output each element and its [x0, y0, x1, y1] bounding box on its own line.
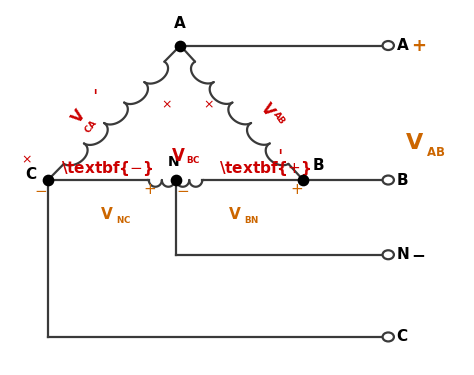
- Text: A: A: [397, 38, 409, 53]
- Text: $\mathbf{_{BN}}$: $\mathbf{_{BN}}$: [244, 213, 259, 226]
- Text: $\mathbf{_{BC}}$: $\mathbf{_{BC}}$: [186, 153, 201, 166]
- Text: B: B: [397, 172, 409, 188]
- Text: \textbf{$-$}: \textbf{$-$}: [61, 159, 153, 178]
- Text: $\mathbf{_{AB}}$: $\mathbf{_{AB}}$: [426, 141, 445, 159]
- Circle shape: [383, 250, 394, 259]
- Text: $\mathbf{_{AB}}$: $\mathbf{_{AB}}$: [270, 107, 289, 127]
- Text: −: −: [411, 246, 425, 264]
- Text: $\times$: $\times$: [21, 153, 32, 166]
- Text: $\mathbf{V}$: $\mathbf{V}$: [228, 206, 242, 222]
- Text: $\mathbf{_{NC}}$: $\mathbf{_{NC}}$: [116, 213, 131, 226]
- Text: C: C: [25, 167, 36, 182]
- Text: +: +: [411, 36, 426, 54]
- Text: ': ': [92, 88, 98, 107]
- Circle shape: [383, 333, 394, 341]
- Point: [176, 42, 184, 48]
- Text: N: N: [167, 155, 179, 169]
- Text: $-$: $-$: [176, 182, 189, 197]
- Text: $\mathbf{V}$: $\mathbf{V}$: [100, 206, 114, 222]
- Text: $+$: $+$: [290, 182, 302, 197]
- Text: $-$: $-$: [34, 182, 47, 197]
- Text: $\mathbf{V}$: $\mathbf{V}$: [405, 133, 424, 153]
- Text: $\mathbf{_{CA}}$: $\mathbf{_{CA}}$: [81, 116, 100, 136]
- Text: $\times$: $\times$: [203, 99, 214, 112]
- Text: N: N: [397, 247, 410, 262]
- Text: $\mathbf{V}$: $\mathbf{V}$: [257, 99, 278, 119]
- Text: A: A: [174, 16, 186, 31]
- Point: [172, 177, 179, 183]
- Point: [300, 177, 307, 183]
- Text: $\mathbf{V}$: $\mathbf{V}$: [171, 147, 185, 165]
- Text: B: B: [313, 158, 324, 172]
- Text: $\times$: $\times$: [161, 99, 172, 112]
- Circle shape: [383, 41, 394, 50]
- Point: [44, 177, 52, 183]
- Text: $\mathbf{V}$: $\mathbf{V}$: [68, 106, 89, 127]
- Text: ': ': [277, 148, 282, 167]
- Text: \textbf{$+$}: \textbf{$+$}: [219, 159, 311, 178]
- Text: $+$: $+$: [143, 182, 156, 197]
- Circle shape: [383, 176, 394, 184]
- Text: C: C: [397, 330, 408, 345]
